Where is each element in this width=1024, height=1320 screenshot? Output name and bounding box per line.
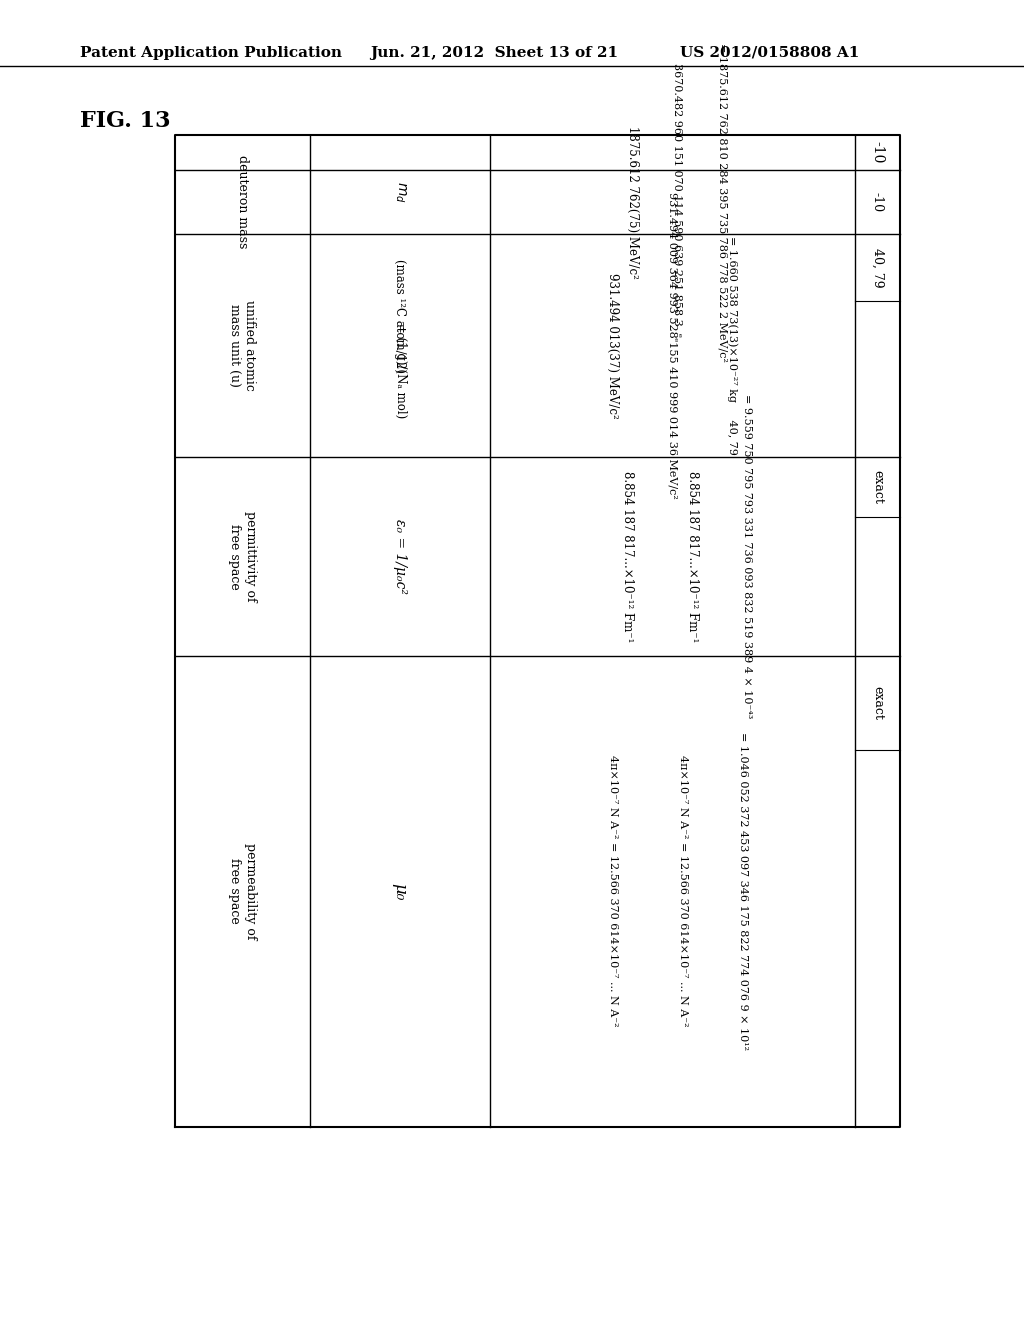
Text: 4π×10⁻⁷ N A⁻² = 12.566 370 614×10⁻⁷ ... N A⁻²: 4π×10⁻⁷ N A⁻² = 12.566 370 614×10⁻⁷ ... …	[678, 755, 687, 1027]
Text: Patent Application Publication: Patent Application Publication	[80, 46, 342, 59]
Text: 931.494 013(37) MeV/c²: 931.494 013(37) MeV/c²	[606, 273, 618, 418]
Text: 1875.612 762(75) MeV/c²: 1875.612 762(75) MeV/c²	[626, 125, 639, 279]
Text: permittivity of
free space: permittivity of free space	[228, 511, 256, 602]
Text: ε₀ = 1/μ₀c²: ε₀ = 1/μ₀c²	[393, 519, 407, 594]
Text: FIG. 13: FIG. 13	[80, 111, 171, 132]
Text: 8.854 187 817...×10⁻¹² Fm⁻¹: 8.854 187 817...×10⁻¹² Fm⁻¹	[686, 471, 699, 643]
Text: unified atomic
mass unit (u): unified atomic mass unit (u)	[228, 301, 256, 391]
Text: = 1.046 052 372 453 097 346 175 822 774 076 9 × 10¹²: = 1.046 052 372 453 097 346 175 822 774 …	[737, 733, 748, 1051]
Text: US 2012/0158808 A1: US 2012/0158808 A1	[680, 46, 859, 59]
Text: = 1875.612 762 810 284 395 735 786 778 522 2 MeV/c²: = 1875.612 762 810 284 395 735 786 778 5…	[718, 42, 727, 362]
Text: 931.494 009 364 993 528 155 410 999 014 36 MeV/c²: 931.494 009 364 993 528 155 410 999 014 …	[668, 193, 678, 499]
Text: = 1.660 538 73(13)×10⁻²⁷ kg     40, 79: = 1.660 538 73(13)×10⁻²⁷ kg 40, 79	[727, 236, 737, 455]
Text: -10: -10	[870, 141, 885, 164]
Text: = 9.559 750 795 793 331 736 093 832 519 389 4 × 10⁻⁴³: = 9.559 750 795 793 331 736 093 832 519 …	[742, 395, 753, 719]
Text: 4π×10⁻⁷ N A⁻² = 12.566 370 614×10⁻⁷ ... N A⁻²: 4π×10⁻⁷ N A⁻² = 12.566 370 614×10⁻⁷ ... …	[607, 755, 617, 1027]
Text: (mass ¹²C atom/12): (mass ¹²C atom/12)	[393, 259, 407, 374]
Text: Jun. 21, 2012  Sheet 13 of 21: Jun. 21, 2012 Sheet 13 of 21	[370, 46, 618, 59]
Text: = (1 g)/(Nₐ mol): = (1 g)/(Nₐ mol)	[393, 323, 407, 418]
Text: 40, 79: 40, 79	[871, 248, 884, 288]
Text: 3670.482 960 151 070 114 590 639 251 858 3  ᵉₑ: 3670.482 960 151 070 114 590 639 251 858…	[673, 63, 683, 342]
Text: deuteron mass: deuteron mass	[236, 156, 249, 248]
Text: exact: exact	[871, 470, 884, 504]
Text: 8.854 187 817...×10⁻¹² Fm⁻¹: 8.854 187 817...×10⁻¹² Fm⁻¹	[621, 471, 634, 643]
Text: $m_d$: $m_d$	[393, 181, 408, 203]
Text: exact: exact	[871, 686, 884, 719]
Text: μ₀: μ₀	[391, 883, 409, 900]
Text: -10: -10	[871, 193, 884, 213]
Text: permeability of
free space: permeability of free space	[228, 843, 256, 940]
